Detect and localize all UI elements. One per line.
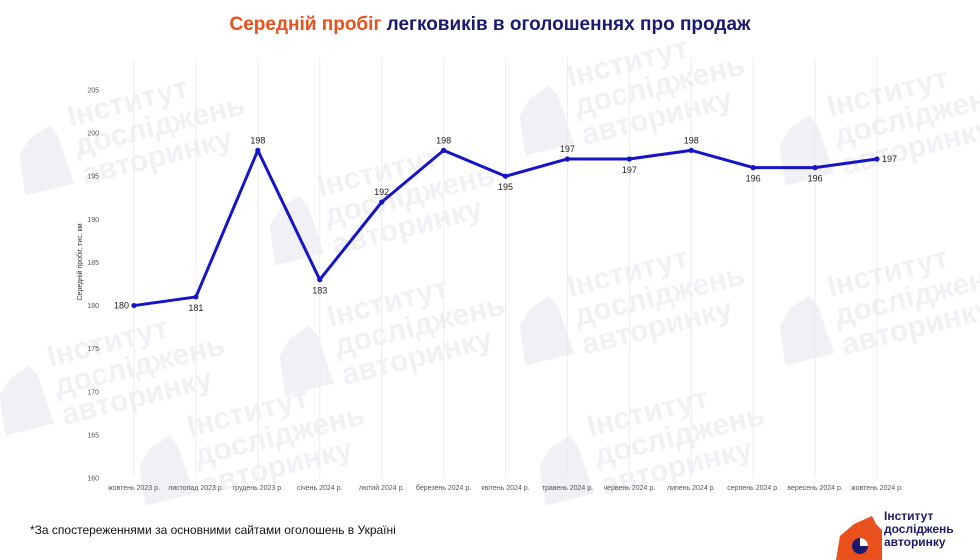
x-tick-label: грудень 2023 р. bbox=[233, 485, 283, 492]
y-tick-label: 175 bbox=[87, 346, 99, 353]
data-point bbox=[626, 156, 632, 162]
y-axis-title-group: Середній пробіг, тис. км bbox=[76, 223, 84, 300]
logo-line-2: досліджень bbox=[884, 522, 954, 536]
x-tick-label: квітень 2024 р. bbox=[481, 484, 529, 492]
x-tick-label: лютий 2024 р. bbox=[359, 484, 405, 492]
data-point bbox=[750, 165, 756, 171]
logo-line-1: Інститут bbox=[884, 509, 934, 523]
data-point bbox=[193, 294, 199, 300]
title-rest: легковиків в оголошеннях про продаж bbox=[381, 14, 751, 35]
y-axis: 160 165 170 175 180 185 190 195 200 205 bbox=[87, 88, 99, 483]
y-axis-title: Середній пробіг, тис. км bbox=[76, 223, 84, 300]
data-point bbox=[812, 165, 818, 171]
x-tick-label: листопад 2023 р. bbox=[168, 485, 224, 492]
y-tick-label: 205 bbox=[87, 88, 99, 95]
y-tick-label: 180 bbox=[87, 303, 99, 310]
x-tick-label: липень 2024 р. bbox=[667, 485, 716, 492]
x-tick-label: вересень 2024 р. bbox=[787, 485, 843, 492]
data-label: 197 bbox=[882, 154, 897, 164]
page-title: Середній пробіг легковиків в оголошеннях… bbox=[0, 14, 980, 36]
data-point bbox=[131, 302, 137, 309]
data-labels: 180 181 198 183 192 198 195 197 197 198 196 196 197 bbox=[114, 135, 897, 313]
y-tick-label: 195 bbox=[87, 174, 99, 181]
data-label: 192 bbox=[374, 187, 389, 197]
x-tick-label: серпень 2024 р. bbox=[727, 485, 779, 492]
data-points bbox=[131, 147, 880, 309]
data-label: 183 bbox=[312, 286, 327, 296]
data-label: 198 bbox=[684, 135, 699, 145]
x-tick-label: травень 2024 р. bbox=[542, 485, 593, 492]
y-tick-label: 160 bbox=[87, 476, 99, 483]
logo-car-shape bbox=[836, 516, 882, 560]
x-tick-label: червень 2024 р. bbox=[603, 485, 655, 492]
y-tick-label: 200 bbox=[87, 131, 99, 138]
data-point bbox=[502, 173, 509, 179]
x-tick-label: жовтень 2024 р. bbox=[851, 485, 903, 492]
data-label: 198 bbox=[436, 135, 451, 145]
data-point bbox=[564, 156, 571, 162]
data-label: 198 bbox=[250, 135, 265, 145]
chart-grid bbox=[133, 58, 878, 478]
data-label: 181 bbox=[188, 303, 203, 313]
y-tick-label: 165 bbox=[87, 432, 99, 439]
line-chart: 160 165 170 175 180 185 190 195 200 205 жовтень 2… bbox=[76, 58, 903, 492]
x-tick-label: березень 2024 р. bbox=[416, 484, 471, 492]
data-label: 180 bbox=[114, 301, 129, 311]
logo-text: Інститут досліджень авторинку bbox=[884, 510, 980, 549]
x-axis: жовтень 2023 р. листопад 2023 р. грудень 2… bbox=[108, 484, 903, 492]
data-label: 195 bbox=[498, 182, 513, 192]
logo-line-3: авторинку bbox=[884, 535, 946, 549]
y-tick-label: 170 bbox=[87, 389, 99, 396]
x-tick-label: жовтень 2023 р. bbox=[108, 485, 160, 492]
data-point bbox=[379, 199, 385, 205]
data-label: 196 bbox=[808, 174, 823, 184]
x-tick-label: січень 2024 р. bbox=[297, 484, 342, 492]
logo-wheel-slice bbox=[860, 538, 868, 546]
y-tick-label: 185 bbox=[87, 260, 99, 267]
data-point bbox=[440, 147, 447, 153]
footnote: *За спостереженнями за основними сайтами… bbox=[30, 523, 396, 537]
data-point bbox=[874, 156, 880, 162]
data-label: 197 bbox=[622, 165, 637, 175]
data-label: 196 bbox=[746, 174, 761, 184]
data-point bbox=[255, 147, 261, 153]
data-point bbox=[317, 277, 323, 283]
title-accent: Середній пробіг bbox=[229, 14, 382, 35]
data-point bbox=[688, 147, 694, 153]
data-label: 197 bbox=[560, 144, 575, 154]
y-tick-label: 190 bbox=[87, 217, 99, 224]
logo-graphic bbox=[836, 516, 882, 560]
